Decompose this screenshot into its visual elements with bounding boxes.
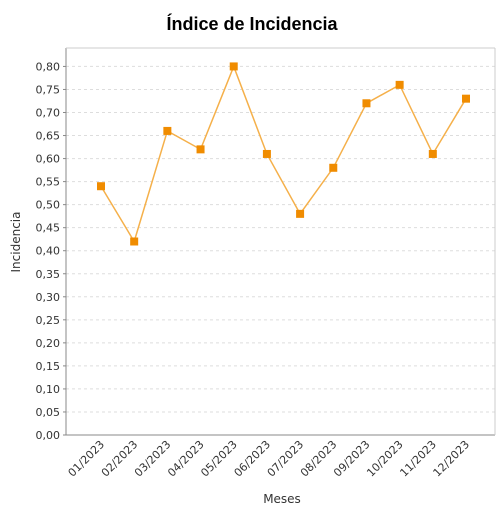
y-tick-label: 0,15 bbox=[36, 360, 61, 373]
marker bbox=[296, 209, 305, 218]
marker bbox=[262, 149, 271, 158]
y-tick-label: 0,45 bbox=[36, 222, 61, 235]
y-tick-label: 0,70 bbox=[36, 107, 61, 120]
chart-title: Índice de Incidencia bbox=[166, 13, 338, 34]
y-tick-label: 0,40 bbox=[36, 245, 61, 258]
y-axis-title: Incidencia bbox=[9, 212, 23, 273]
marker bbox=[97, 182, 105, 191]
marker bbox=[428, 149, 437, 158]
y-tick-label: 0,80 bbox=[36, 60, 61, 73]
y-tick-label: 0,10 bbox=[36, 383, 61, 396]
line bbox=[100, 64, 467, 244]
y-tick-label: 0,00 bbox=[36, 429, 61, 442]
x-tick-label: 12/2023 bbox=[431, 438, 473, 480]
y-tick-label: 0,20 bbox=[36, 337, 61, 350]
marker bbox=[229, 62, 238, 71]
marker bbox=[395, 80, 404, 89]
marker bbox=[362, 99, 371, 108]
y-tick-label: 0,75 bbox=[36, 83, 61, 96]
marker bbox=[130, 237, 139, 246]
marker bbox=[462, 94, 470, 103]
x-axis-title: Meses bbox=[263, 492, 301, 506]
y-tick-label: 0,30 bbox=[36, 291, 61, 304]
y-tick-label: 0,05 bbox=[36, 406, 61, 419]
y-tick-label: 0,25 bbox=[36, 314, 61, 327]
marker bbox=[163, 126, 172, 135]
marker bbox=[196, 145, 205, 154]
y-tick-label: 0,35 bbox=[36, 268, 61, 281]
marker bbox=[329, 163, 338, 172]
y-tick-label: 0,50 bbox=[36, 199, 61, 212]
y-tick-label: 0,60 bbox=[36, 153, 61, 166]
y-tick-label: 0,65 bbox=[36, 130, 61, 143]
y-tick-label: 0,55 bbox=[36, 176, 61, 189]
